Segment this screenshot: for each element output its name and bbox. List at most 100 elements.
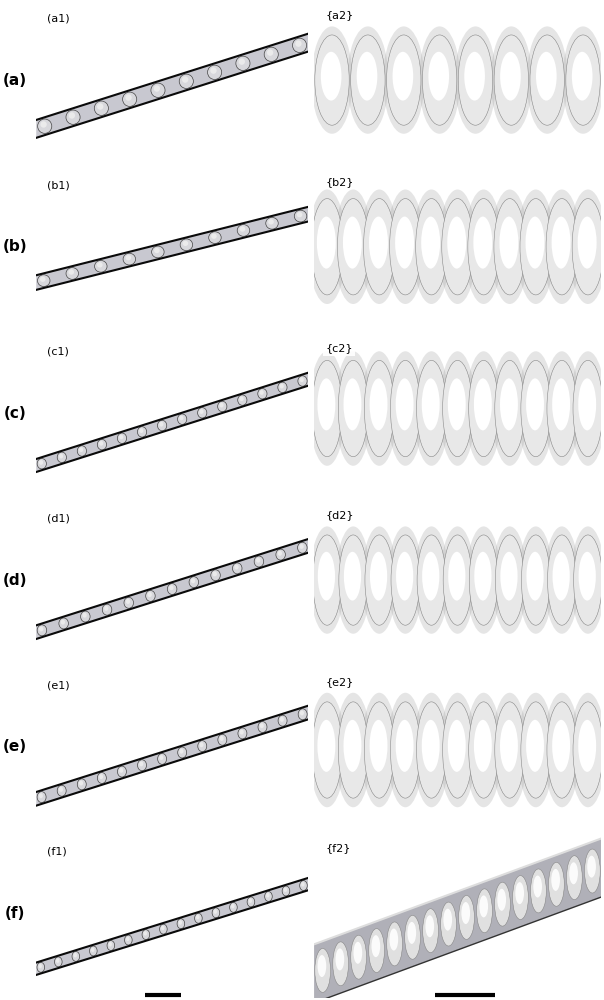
Ellipse shape [448, 378, 466, 430]
Ellipse shape [551, 869, 560, 891]
Ellipse shape [219, 403, 223, 408]
Ellipse shape [425, 915, 434, 937]
Ellipse shape [109, 942, 112, 947]
Text: (e): (e) [3, 739, 27, 754]
Ellipse shape [569, 862, 578, 884]
Ellipse shape [182, 241, 188, 246]
Ellipse shape [571, 526, 604, 634]
Ellipse shape [260, 723, 264, 728]
Ellipse shape [351, 35, 385, 125]
Ellipse shape [422, 378, 440, 430]
Ellipse shape [158, 753, 167, 764]
Ellipse shape [312, 702, 342, 798]
Ellipse shape [102, 604, 112, 615]
Ellipse shape [361, 693, 397, 807]
Ellipse shape [577, 217, 597, 269]
Ellipse shape [587, 856, 596, 878]
Ellipse shape [370, 378, 388, 430]
Ellipse shape [469, 535, 498, 625]
Text: {b2}: {b2} [326, 177, 354, 187]
Ellipse shape [59, 454, 63, 458]
Ellipse shape [309, 351, 345, 466]
Ellipse shape [443, 360, 472, 457]
Ellipse shape [569, 189, 604, 304]
Ellipse shape [440, 526, 475, 634]
Ellipse shape [66, 110, 80, 124]
Ellipse shape [413, 189, 451, 304]
Ellipse shape [513, 876, 528, 920]
Ellipse shape [77, 779, 86, 790]
Ellipse shape [182, 76, 188, 83]
Ellipse shape [276, 549, 285, 560]
Ellipse shape [191, 578, 195, 583]
Ellipse shape [364, 199, 395, 295]
Ellipse shape [364, 702, 394, 798]
Text: (b): (b) [2, 239, 27, 254]
Ellipse shape [230, 902, 237, 912]
Ellipse shape [240, 226, 245, 232]
Ellipse shape [387, 693, 423, 807]
Ellipse shape [212, 908, 220, 918]
Ellipse shape [335, 693, 371, 807]
Ellipse shape [231, 904, 234, 908]
Ellipse shape [300, 544, 304, 549]
Ellipse shape [336, 526, 370, 634]
Ellipse shape [300, 377, 304, 382]
Ellipse shape [422, 35, 457, 125]
Ellipse shape [278, 551, 282, 556]
Ellipse shape [573, 360, 603, 457]
Ellipse shape [414, 351, 449, 466]
Ellipse shape [142, 930, 150, 940]
Ellipse shape [344, 720, 361, 772]
Ellipse shape [300, 711, 304, 715]
Ellipse shape [256, 558, 260, 563]
Ellipse shape [196, 915, 199, 919]
Ellipse shape [417, 702, 446, 798]
Ellipse shape [338, 702, 368, 798]
Ellipse shape [126, 599, 130, 604]
Ellipse shape [177, 919, 185, 929]
Ellipse shape [313, 535, 341, 625]
Ellipse shape [210, 67, 217, 74]
Ellipse shape [298, 709, 307, 720]
Ellipse shape [267, 49, 273, 56]
Ellipse shape [292, 38, 307, 53]
Ellipse shape [61, 620, 65, 625]
Ellipse shape [500, 552, 518, 601]
Ellipse shape [388, 526, 423, 634]
Ellipse shape [119, 435, 123, 439]
Ellipse shape [527, 552, 544, 601]
Ellipse shape [461, 902, 470, 924]
Ellipse shape [239, 58, 245, 65]
Ellipse shape [361, 189, 398, 304]
Ellipse shape [300, 881, 307, 890]
Ellipse shape [146, 590, 155, 601]
Ellipse shape [154, 248, 159, 253]
Ellipse shape [37, 119, 52, 133]
Ellipse shape [284, 888, 287, 892]
Ellipse shape [543, 189, 581, 304]
Ellipse shape [317, 217, 336, 269]
Ellipse shape [474, 552, 492, 601]
Ellipse shape [178, 414, 187, 424]
Ellipse shape [74, 953, 77, 957]
Polygon shape [36, 878, 308, 975]
Ellipse shape [546, 199, 577, 295]
Text: (b1): (b1) [47, 180, 70, 190]
Ellipse shape [361, 351, 397, 466]
Ellipse shape [39, 964, 42, 968]
Ellipse shape [458, 35, 493, 125]
Ellipse shape [159, 924, 167, 934]
Ellipse shape [159, 755, 164, 760]
Ellipse shape [119, 768, 123, 773]
Ellipse shape [547, 702, 577, 798]
Ellipse shape [492, 693, 528, 807]
Ellipse shape [97, 439, 106, 450]
Ellipse shape [318, 720, 335, 772]
Ellipse shape [353, 942, 362, 964]
Ellipse shape [158, 420, 167, 431]
Ellipse shape [387, 922, 402, 966]
Ellipse shape [570, 351, 604, 466]
Ellipse shape [351, 935, 367, 979]
Ellipse shape [39, 793, 43, 798]
